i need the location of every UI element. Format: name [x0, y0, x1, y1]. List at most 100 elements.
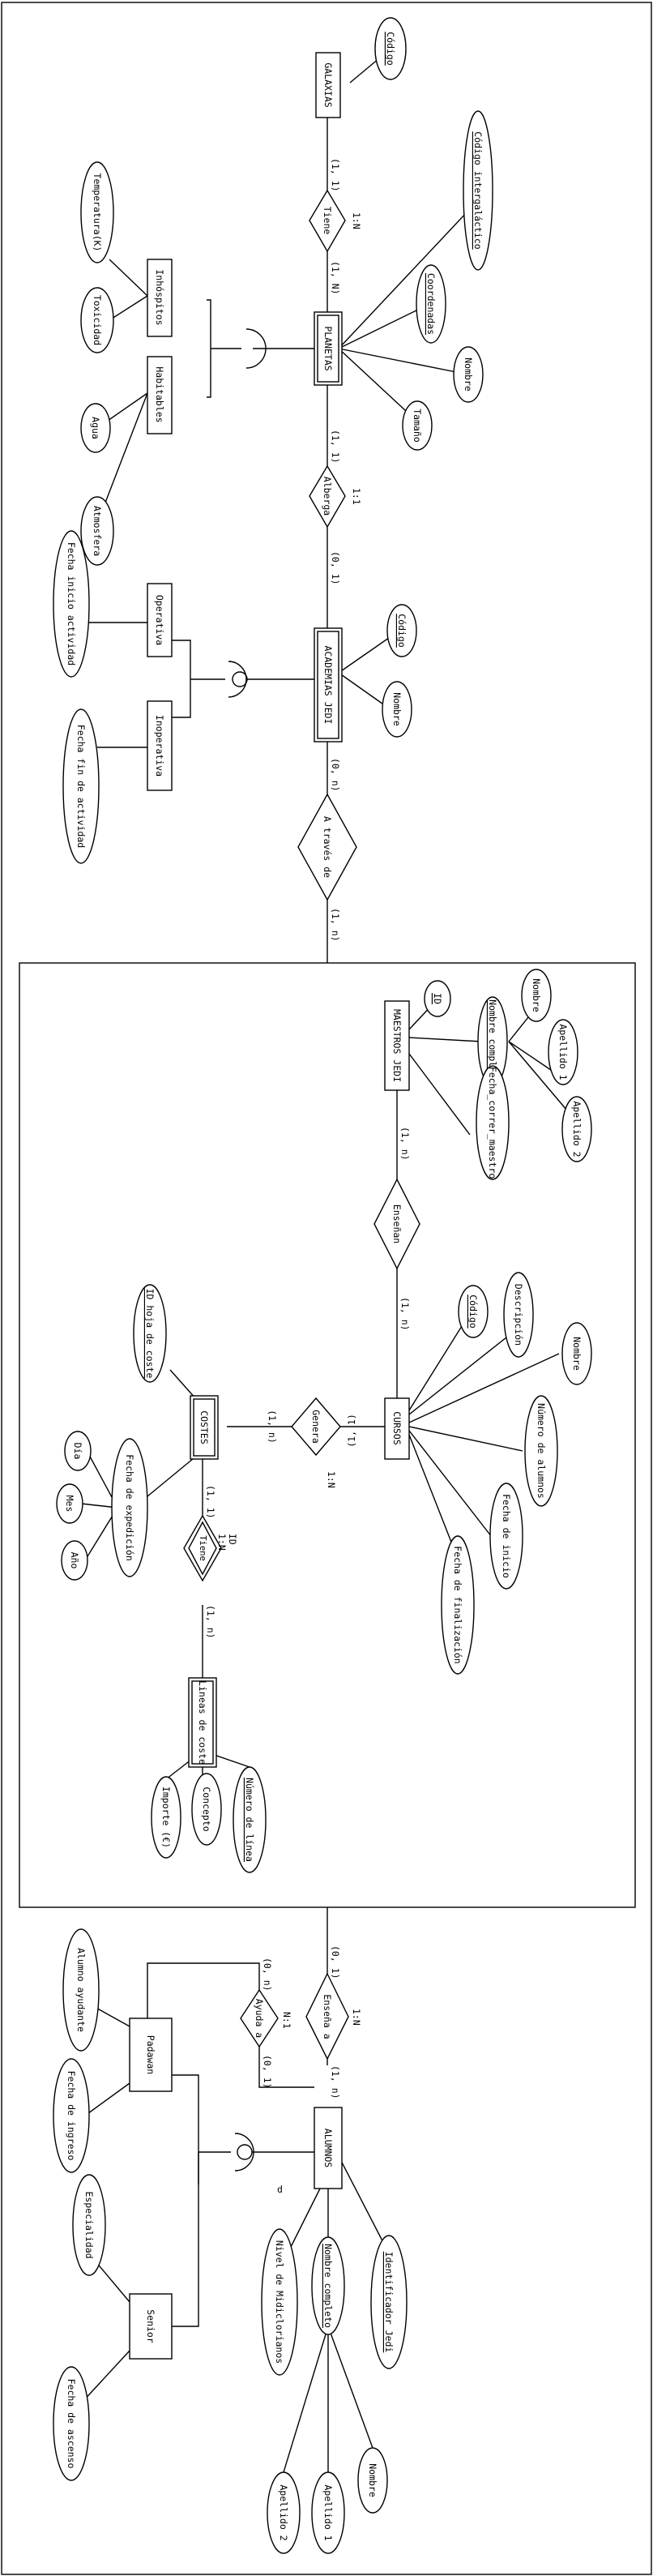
entity-inhospitos-label: Inhóspitos — [154, 269, 165, 325]
card-tiene-planetas: (1, N) — [330, 261, 341, 295]
link — [258, 2047, 314, 2088]
attr-fecha-fin-actividad — [62, 708, 100, 864]
link — [84, 2082, 130, 2116]
isa-arc — [228, 661, 247, 698]
relation-a-traves-label: A través de — [322, 816, 333, 878]
attr-alumno-ayudante-label: Alumno ayudante — [75, 1948, 87, 2032]
attr-identificador-jedi — [370, 2235, 408, 2369]
card-tiene2-lineas: (1, n) — [205, 1605, 216, 1639]
isa-arc — [245, 328, 267, 369]
attr-importe — [151, 1776, 181, 1859]
relation-tiene-label: Tiene — [322, 207, 333, 235]
attr-mes — [56, 1483, 83, 1524]
attr-concepto-label: Concepto — [201, 1787, 212, 1831]
relation-ensena-a-label: Enseña a — [322, 1994, 333, 2039]
attr-coordenadas — [416, 264, 446, 344]
attr-fecha-correr-maestro — [476, 1065, 510, 1180]
attr-dia-label: Día — [72, 1443, 83, 1460]
attr-anio-label: Año — [69, 1552, 80, 1569]
link — [408, 1426, 523, 1452]
link — [338, 307, 422, 349]
entity-padawan-label: Padawan — [145, 2035, 156, 2074]
card-tiene2-id: ID — [227, 1534, 238, 1545]
entity-lineas-label: Lineas de coste — [197, 1680, 208, 1765]
attr-tamano — [402, 400, 433, 451]
entity-lineas — [188, 1677, 217, 1768]
attr-anio — [61, 1540, 88, 1581]
relation-ayuda-a-label: Ayuda a — [254, 1999, 265, 2038]
relation-tiene2-inner — [188, 1521, 217, 1576]
link — [109, 295, 148, 321]
link — [508, 1041, 568, 1111]
attr-agua-label: Agua — [90, 417, 101, 439]
link — [338, 348, 418, 422]
entity-inoperativa-label: Inoperativa — [154, 715, 165, 777]
isa-branch — [207, 299, 211, 398]
link — [408, 1430, 495, 1541]
attr-alumno-nombre-completo-label: Nombre completo — [322, 2244, 334, 2328]
entity-inhospitos — [147, 259, 173, 337]
entity-alumnos-label: ALUMNOS — [322, 2129, 334, 2168]
link — [109, 259, 148, 297]
card-ayuda-padawan: (0, n) — [262, 1958, 273, 1992]
card-genera-cursos: (1, 1) — [346, 1414, 357, 1448]
attr-alumno-nombre — [357, 2447, 388, 2514]
attr-fecha-ingreso-label: Fecha de ingreso — [66, 2071, 77, 2161]
attr-maestro-id — [424, 980, 451, 1017]
entity-planetas — [314, 311, 343, 386]
link — [508, 1041, 552, 1071]
attr-maestro-nombre-label: Nombre — [531, 978, 542, 1012]
relation-alberga-label: Alberga — [322, 477, 333, 516]
relation-genera — [291, 1397, 341, 1457]
link — [408, 1312, 471, 1411]
attr-descripcion-label: Descripción — [513, 1284, 524, 1346]
attr-id-hoja-coste — [133, 1284, 167, 1383]
entity-academias-inner — [317, 631, 339, 739]
attr-identificador-jedi-label: Identificador Jedi — [383, 2252, 395, 2353]
attr-fecha-inicio-actividad — [53, 530, 90, 678]
attr-nivel-midiclorianos — [261, 2228, 298, 2376]
relation-genera-label: Genera — [310, 1410, 322, 1444]
entity-academias — [314, 627, 343, 742]
attr-fecha-finalizacion-label: Fecha de finalización — [452, 1546, 463, 1663]
attr-codigo-intergalactico — [463, 110, 493, 271]
relation-ensena-a — [305, 1972, 349, 2060]
card-atraves-bloque: (1, n) — [330, 908, 341, 942]
link — [95, 2261, 130, 2303]
link — [80, 2350, 130, 2404]
card-tiene2-costes: (1, 1) — [205, 1485, 216, 1519]
card-alberga-planetas: (1, 1) — [330, 430, 341, 464]
attr-alumno-apellido2 — [267, 2471, 301, 2554]
attr-fecha-expedicion-label: Fecha de expedición — [124, 1454, 135, 1561]
card-ensena-alumnos: (1, n) — [330, 2065, 341, 2099]
attr-academia-codigo — [386, 604, 417, 657]
entity-senior — [129, 2293, 173, 2360]
link — [283, 2326, 329, 2473]
entity-galaxias-label: GALAXIAS — [322, 62, 334, 107]
entity-alumnos — [314, 2107, 343, 2189]
attr-academia-codigo-label: Código — [396, 614, 408, 648]
card-ensena-ratio: 1:N — [351, 2009, 362, 2026]
attr-nombre-planeta-label: Nombre — [463, 357, 474, 392]
entity-habitables — [147, 356, 173, 434]
link — [408, 1037, 483, 1042]
entity-costes-inner — [193, 1398, 216, 1457]
entity-costes-label: COSTES — [198, 1410, 210, 1444]
attr-curso-codigo — [458, 1285, 489, 1338]
card-tiene-ratio: 1:N — [351, 212, 362, 229]
attr-agua — [80, 403, 111, 453]
attr-descripcion — [503, 1272, 534, 1358]
attr-maestro-apellido2 — [561, 1096, 592, 1162]
card-genera-ratio: 1:N — [326, 1471, 337, 1488]
link — [147, 1962, 260, 2018]
link — [92, 2005, 130, 2027]
attr-especialidad-label: Especialidad — [83, 2191, 95, 2258]
entity-lineas-inner — [191, 1680, 214, 1765]
isa-arc — [234, 2133, 254, 2172]
entity-operativa-label: Operativa — [154, 595, 165, 645]
link — [327, 2326, 373, 2449]
entity-cursos-label: CURSOS — [391, 1411, 403, 1445]
entity-galaxias — [315, 52, 341, 118]
